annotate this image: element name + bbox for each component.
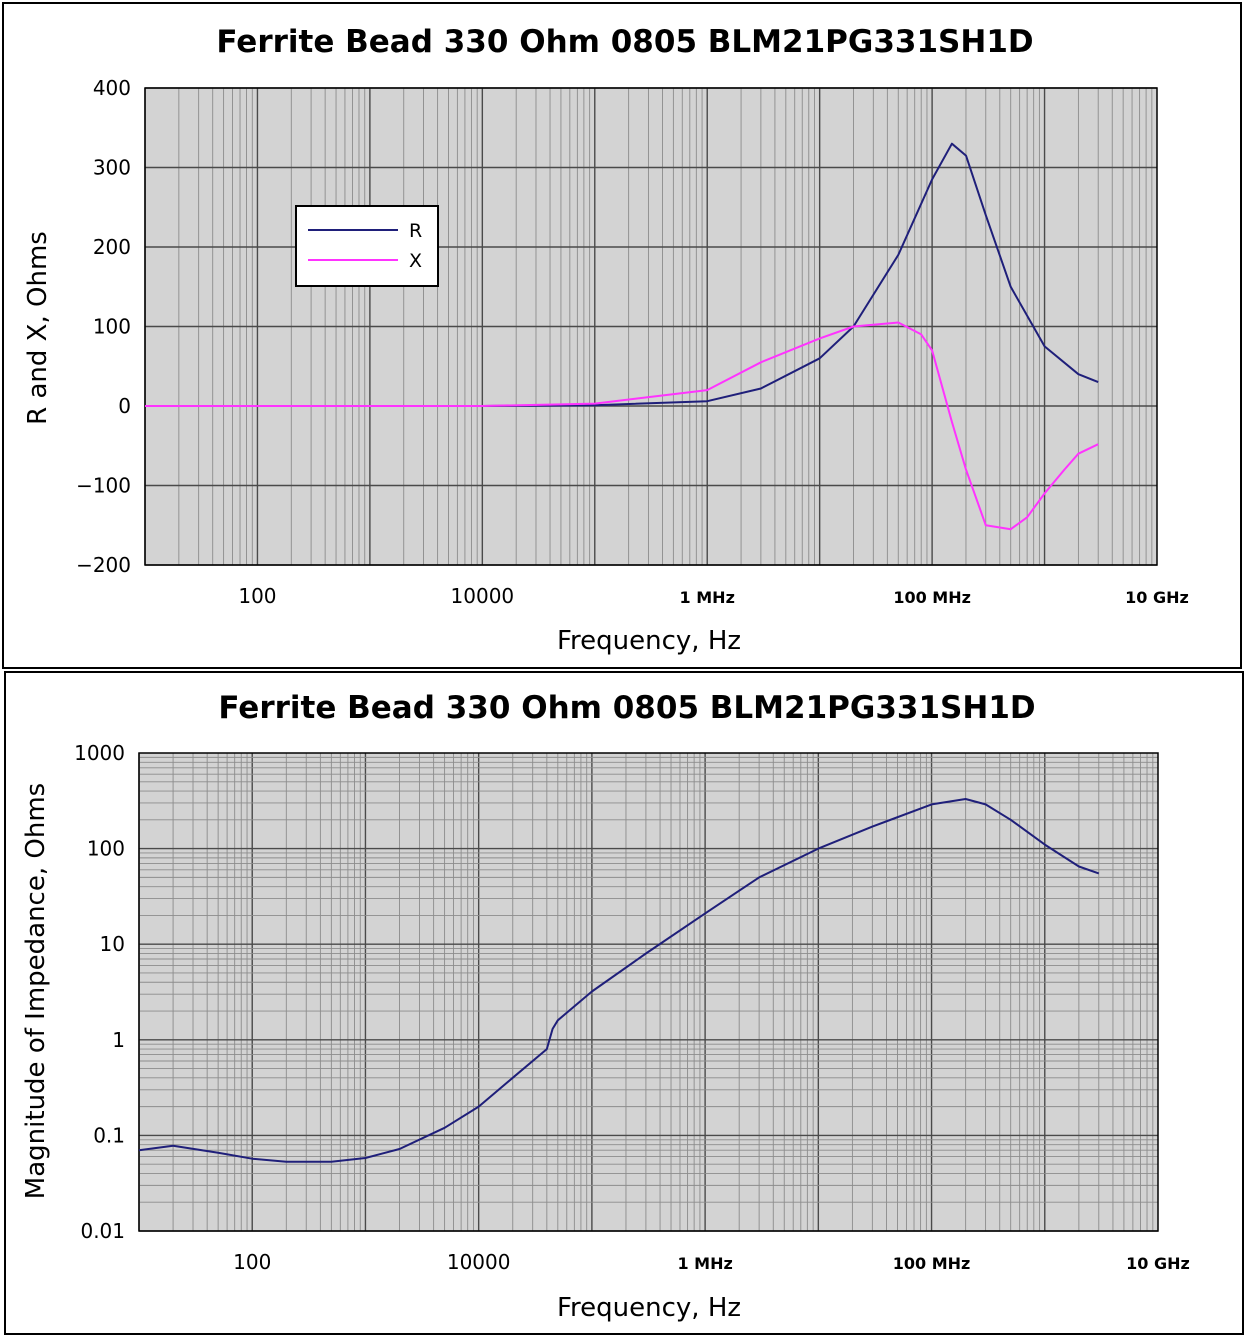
series-line-impedance	[138, 798, 1100, 1163]
legend-label-x: X	[409, 250, 422, 272]
plot-frame	[138, 752, 1159, 1232]
y-tick-label: 10	[100, 932, 125, 956]
y-tick-label: 100	[93, 315, 131, 339]
series-line-x	[145, 321, 1099, 531]
y-tick-label: −200	[76, 553, 131, 577]
x-tick-label: 100	[233, 1250, 271, 1274]
chart-title: Ferrite Bead 330 Ohm 0805 BLM21PG331SH1D	[218, 690, 1035, 726]
y-tick-label: 0	[118, 394, 131, 418]
x-tick-label: 1 MHz	[677, 1254, 732, 1273]
x-tick-label: 10000	[447, 1250, 511, 1274]
chart-panel-r-x: Ferrite Bead 330 Ohm 0805 BLM21PG331SH1D…	[2, 2, 1242, 669]
x-tick-label: 10 GHz	[1125, 588, 1189, 607]
y-tick-label: 1	[112, 1028, 125, 1052]
y-tick-label: 0.1	[93, 1123, 125, 1147]
y-tick-label: 100	[87, 837, 125, 861]
y-tick-label: 300	[93, 156, 131, 180]
legend-box	[295, 205, 439, 287]
x-tick-label: 100 MHz	[893, 1254, 971, 1273]
legend: R X	[295, 205, 439, 287]
x-tick-label: 100	[238, 584, 276, 608]
tick-labels: 100 10000 1 MHz 100 MHz 10 GHz 400 300 200 100 0 −…	[76, 76, 1189, 608]
chart-title: Ferrite Bead 330 Ohm 0805 BLM21PG331SH1D	[216, 24, 1033, 60]
y-axis-label: R and X, Ohms	[23, 231, 53, 425]
y-tick-label: −100	[76, 474, 131, 498]
y-axis-label: Magnitude of Impedance, Ohms	[21, 783, 51, 1199]
x-tick-label: 10000	[451, 584, 515, 608]
chart-r-x: Ferrite Bead 330 Ohm 0805 BLM21PG331SH1D…	[23, 24, 1189, 656]
chart-impedance: Ferrite Bead 330 Ohm 0805 BLM21PG331SH1D…	[21, 690, 1190, 1323]
y-tick-label: 1000	[74, 741, 125, 765]
x-axis-label: Frequency, Hz	[557, 1293, 741, 1323]
x-tick-label: 10 GHz	[1126, 1254, 1190, 1273]
series-group	[145, 142, 1099, 531]
plot-frame	[144, 87, 1158, 566]
grid-lines	[138, 753, 1158, 1232]
y-tick-label: 0.01	[80, 1219, 125, 1243]
series-line-r	[145, 142, 1099, 407]
legend-label-r: R	[409, 220, 422, 242]
x-tick-label: 100 MHz	[893, 588, 971, 607]
y-tick-label: 400	[93, 76, 131, 100]
chart-panel-impedance: Ferrite Bead 330 Ohm 0805 BLM21PG331SH1D…	[4, 671, 1244, 1335]
x-axis-label: Frequency, Hz	[557, 626, 741, 656]
tick-labels: 100 10000 1 MHz 100 MHz 10 GHz 1000 100 10 1 0.1 0…	[74, 741, 1190, 1274]
series-group	[138, 798, 1100, 1163]
x-tick-label: 1 MHz	[680, 588, 735, 607]
plot-area	[139, 753, 1158, 1231]
y-tick-label: 200	[93, 235, 131, 259]
